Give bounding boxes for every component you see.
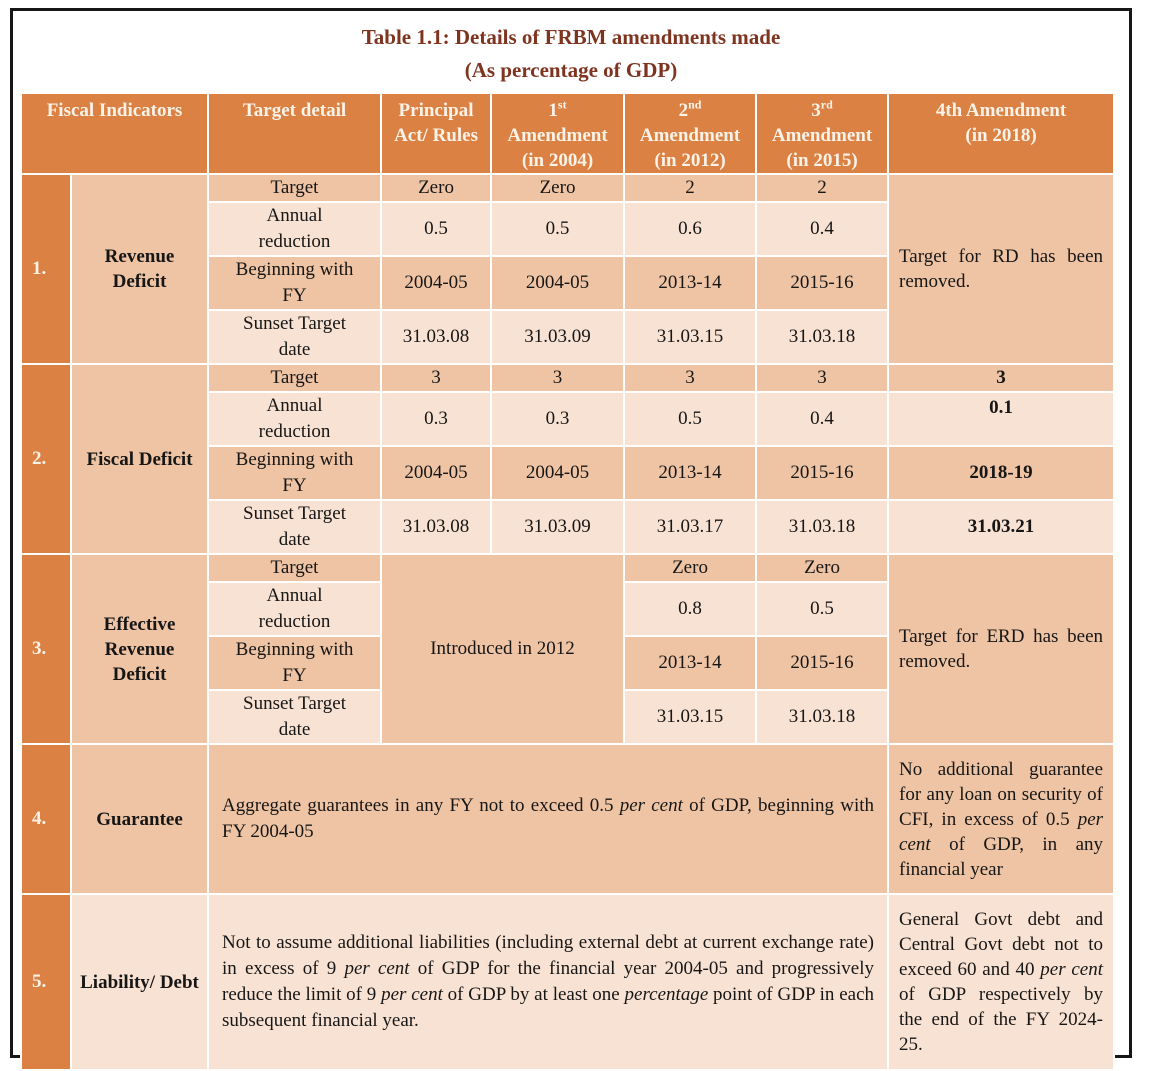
indicator-name: Liability/ Debt: [69, 893, 210, 1071]
table-cell: 0.6: [623, 201, 758, 257]
table-row: Beginning with FY 2004-05 2004-05 2013-1…: [21, 255, 1114, 311]
table-cell: Zero: [380, 173, 493, 203]
row-number: 1.: [20, 173, 72, 365]
sub-label: Sunset Target date: [207, 689, 383, 745]
sub-label: Sunset Target date: [207, 499, 383, 555]
table-row: Annual reduction 0.3 0.3 0.5 0.4 0.1: [21, 391, 1116, 447]
table-cell: 31.03.17: [623, 499, 758, 555]
table-cell: 31.03.18: [755, 689, 890, 745]
table-cell: 2018-19: [887, 445, 1116, 501]
amendment4-note: Target for ERD has been removed.: [887, 553, 1116, 745]
table-cell: 31.03.18: [755, 499, 890, 555]
table-cell: 31.03.21: [887, 499, 1116, 555]
merged-introduced-cell: Introduced in 2012: [380, 553, 626, 745]
table-row: Beginning with FY 2004-05 2004-05 2013-1…: [21, 445, 1116, 501]
table-cell: 2013-14: [623, 255, 758, 311]
sub-label: Sunset Target date: [207, 309, 383, 365]
sub-label: Beginning with FY: [207, 445, 383, 501]
table-cell: 31.03.08: [380, 309, 493, 365]
table-cell: Zero: [623, 553, 758, 583]
table-cell: 3: [623, 363, 758, 393]
table-row: Sunset Target date 31.03.08 31.03.09 31.…: [21, 309, 1114, 365]
indicator-name: Fiscal Deficit: [69, 363, 210, 555]
sub-label: Target: [207, 553, 383, 583]
liability-description: Not to assume additional liabilities (in…: [207, 893, 890, 1071]
row-number: 3.: [20, 553, 72, 745]
sub-label: Target: [207, 363, 383, 393]
sub-label: Target: [207, 173, 383, 203]
column-header-1st-amendment: 1st Amendment (in 2004): [490, 92, 626, 175]
amendment4-note: No additional guarantee for any loan on …: [887, 743, 1116, 895]
table-cell: 2004-05: [380, 255, 493, 311]
table-cell: 3: [755, 363, 890, 393]
table-cell: 31.03.15: [623, 689, 758, 745]
table-cell: 2015-16: [755, 635, 890, 691]
row-number: 4.: [20, 743, 72, 895]
table-cell: 0.5: [755, 581, 890, 637]
table-cell: 2015-16: [755, 255, 890, 311]
table-row: Annual reduction 0.5 0.5 0.6 0.4: [21, 201, 1114, 257]
table-cell: 0.5: [623, 391, 758, 447]
column-header-principal-act-rules: Principal Act/ Rules: [380, 92, 493, 175]
table-cell: 0.4: [755, 201, 890, 257]
table-cell: 3: [380, 363, 493, 393]
amendment4-note: General Govt debt and Central Govt debt …: [887, 893, 1116, 1071]
table-cell: 31.03.08: [380, 499, 493, 555]
table-subtitle: (As percentage of GDP): [464, 58, 678, 82]
table-cell: 0.3: [380, 391, 493, 447]
frbm-amendments-table: Fiscal Indicators Target detail Principa…: [19, 92, 1116, 1071]
page-frame: Table 1.1: Details of FRBM amendments ma…: [10, 8, 1132, 1071]
column-header-3rd-amendment: 3rd Amendment (in 2015): [755, 92, 890, 175]
column-header-2nd-amendment: 2nd Amendment (in 2012): [623, 92, 758, 175]
table-cell: 3: [887, 363, 1116, 393]
table-cell: 2: [755, 173, 890, 203]
table-cell: 31.03.15: [623, 309, 758, 365]
table-row: 5. Liability/ Debt Not to assume additio…: [20, 893, 1116, 1071]
table-cell: 31.03.09: [490, 499, 626, 555]
table-cell: 0.5: [380, 201, 493, 257]
table-row: 3. Effective Revenue Deficit Target Intr…: [20, 553, 1116, 745]
sub-label: Beginning with FY: [207, 635, 383, 691]
sub-label: Annual reduction: [207, 201, 383, 257]
table-cell: 2: [623, 173, 758, 203]
table-row: 4. Guarantee Aggregate guarantees in any…: [20, 743, 1116, 895]
sub-label: Annual reduction: [207, 581, 383, 637]
row-number: 5.: [20, 893, 72, 1071]
table-cell: 2013-14: [623, 445, 758, 501]
table-cell: Zero: [490, 173, 626, 203]
table-row: 1. Revenue Deficit Target Zero Zero 2 2 …: [20, 173, 1116, 365]
table-cell: 0.5: [490, 201, 626, 257]
column-header-target-detail: Target detail: [207, 92, 383, 175]
table-cell: 0.8: [623, 581, 758, 637]
table-cell: 0.1: [887, 391, 1116, 447]
table-row: 2. Fiscal Deficit Target 3 3 3 3 3: [20, 363, 1116, 555]
table-row: Sunset Target date 31.03.08 31.03.09 31.…: [21, 499, 1116, 555]
indicator-name: Guarantee: [69, 743, 210, 895]
table-cell: 2004-05: [490, 255, 626, 311]
table-row: Sunset Target date 31.03.15 31.03.18: [21, 689, 1114, 745]
table-cell: 2015-16: [755, 445, 890, 501]
table-cell: 0.4: [755, 391, 890, 447]
table-title: Table 1.1: Details of FRBM amendments ma…: [361, 25, 781, 49]
column-header-4th-amendment: 4th Amendment (in 2018): [887, 92, 1116, 175]
table-cell: 2004-05: [490, 445, 626, 501]
table-row: Annual reduction 0.8 0.5: [21, 581, 1114, 637]
table-row: Beginning with FY 2013-14 2015-16: [21, 635, 1114, 691]
table-cell: 31.03.09: [490, 309, 626, 365]
column-header-fiscal-indicators: Fiscal Indicators: [19, 92, 210, 175]
table-cell: 3: [490, 363, 626, 393]
indicator-name: Revenue Deficit: [69, 173, 210, 365]
sub-label: Annual reduction: [207, 391, 383, 447]
table-cell: 31.03.18: [755, 309, 890, 365]
indicator-name: Effective Revenue Deficit: [69, 553, 210, 745]
header-row: Fiscal Indicators Target detail Principa…: [19, 92, 1116, 175]
amendment4-note: Target for RD has been removed.: [887, 173, 1116, 365]
sub-label: Beginning with FY: [207, 255, 383, 311]
table-cell: 0.3: [490, 391, 626, 447]
table-cell: 2013-14: [623, 635, 758, 691]
row-number: 2.: [20, 363, 72, 555]
table-cell: Zero: [755, 553, 890, 583]
guarantee-description: Aggregate guarantees in any FY not to ex…: [207, 743, 890, 895]
table-cell: 2004-05: [380, 445, 493, 501]
